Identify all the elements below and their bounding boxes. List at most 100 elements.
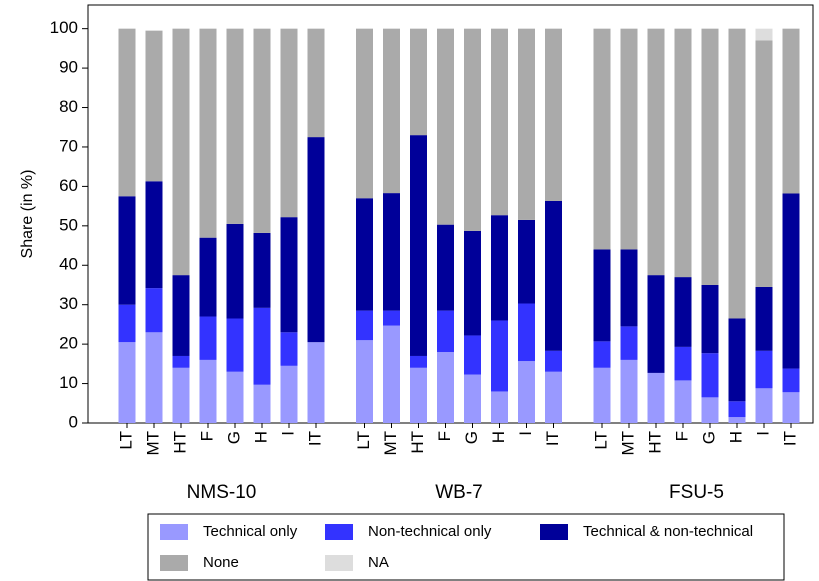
bar-segment — [545, 200, 562, 351]
bar-segment — [145, 288, 163, 333]
legend-label: NA — [368, 554, 389, 571]
bar-segment — [728, 401, 746, 418]
x-tick-label: I — [278, 431, 297, 436]
x-tick-label: MT — [618, 431, 637, 456]
legend-swatch — [160, 524, 188, 540]
bar-segment — [383, 310, 400, 326]
x-tick-label: IT — [305, 431, 324, 446]
bar-segment — [545, 371, 562, 423]
bar-segment — [199, 237, 217, 317]
x-tick-label: LT — [591, 431, 610, 450]
bar-segment — [118, 196, 136, 305]
bar-segment — [307, 342, 325, 423]
bar-segment — [755, 40, 773, 287]
bar-segment — [647, 28, 665, 276]
bar-segment — [383, 325, 400, 423]
legend-swatch — [325, 555, 353, 571]
bar-segment — [199, 28, 217, 238]
x-tick-label: G — [462, 431, 481, 444]
bar-segment — [518, 361, 535, 423]
bar-segment — [647, 275, 665, 373]
bar-segment — [701, 284, 719, 354]
legend-label: Non-technical only — [368, 523, 492, 540]
bar-segment — [410, 28, 427, 136]
bar-segment — [674, 28, 692, 278]
bar-segment — [226, 318, 244, 372]
x-tick-label: LT — [354, 431, 373, 450]
y-tick-label: 80 — [59, 97, 78, 116]
bar-segment — [674, 346, 692, 381]
y-tick-label: 40 — [59, 255, 78, 274]
bar-segment — [728, 28, 746, 319]
bar-segment — [410, 367, 427, 423]
bar-segment — [782, 392, 800, 423]
bar-segment — [464, 230, 481, 336]
x-tick-label: MT — [381, 431, 400, 456]
bar-segment — [491, 28, 508, 216]
bar-segment — [280, 217, 298, 333]
bar-segment — [356, 310, 373, 341]
x-tick-label: H — [726, 431, 745, 443]
bar-segment — [118, 342, 136, 423]
bar-segment — [593, 341, 611, 368]
bar-segment — [307, 28, 325, 138]
bar-segment — [647, 372, 665, 423]
bar-segment — [755, 350, 773, 389]
legend-swatch — [160, 555, 188, 571]
y-tick-label: 20 — [59, 334, 78, 353]
bar-segment — [280, 365, 298, 423]
x-tick-label: G — [224, 431, 243, 444]
bar-segment — [253, 28, 271, 233]
bar-segment — [518, 219, 535, 304]
legend-label: Technical only — [203, 523, 298, 540]
bar-segment — [755, 28, 773, 41]
bar-segment — [518, 28, 535, 220]
bar-segment — [464, 335, 481, 375]
x-tick-label: IT — [780, 431, 799, 446]
bar-segment — [383, 193, 400, 311]
group-label: WB-7 — [435, 482, 483, 503]
x-tick-label: MT — [143, 431, 162, 456]
bar-segment — [356, 198, 373, 311]
y-tick-label: 60 — [59, 176, 78, 195]
x-tick-label: I — [516, 431, 535, 436]
bar-segment — [253, 232, 271, 308]
bar-segment — [437, 352, 454, 423]
group-label: NMS-10 — [187, 482, 257, 503]
bar-segment — [226, 371, 244, 423]
bar-segment — [383, 28, 400, 194]
bar-segment — [755, 388, 773, 423]
y-tick-label: 70 — [59, 136, 78, 155]
bar-segment — [518, 303, 535, 362]
legend-swatch — [540, 524, 568, 540]
bar-segment — [545, 28, 562, 201]
group-label: FSU-5 — [669, 482, 724, 503]
bar-segment — [464, 374, 481, 423]
bar-segment — [701, 28, 719, 285]
y-axis-title: Share (in %) — [19, 170, 36, 259]
y-tick-label: 10 — [59, 373, 78, 392]
bar-segment — [356, 340, 373, 423]
bar-segment — [782, 28, 800, 194]
y-tick-label: 0 — [69, 412, 78, 431]
bar-segment — [755, 286, 773, 351]
bar-segment — [172, 28, 190, 276]
y-tick-label: 100 — [50, 18, 78, 37]
bar-segment — [118, 304, 136, 343]
bar-segment — [491, 320, 508, 392]
x-tick-label: HT — [170, 431, 189, 454]
bar-segment — [593, 367, 611, 423]
y-tick-label: 30 — [59, 294, 78, 313]
bar-segment — [593, 249, 611, 342]
bar-segment — [701, 353, 719, 398]
legend-box — [147, 513, 785, 581]
bar-segment — [356, 28, 373, 199]
bar-segment — [172, 367, 190, 423]
bar-segment — [491, 215, 508, 321]
x-tick-label: IT — [543, 431, 562, 446]
x-tick-label: HT — [408, 431, 427, 454]
x-tick-label: H — [489, 431, 508, 443]
x-tick-label: I — [753, 431, 772, 436]
bar-segment — [464, 28, 481, 231]
